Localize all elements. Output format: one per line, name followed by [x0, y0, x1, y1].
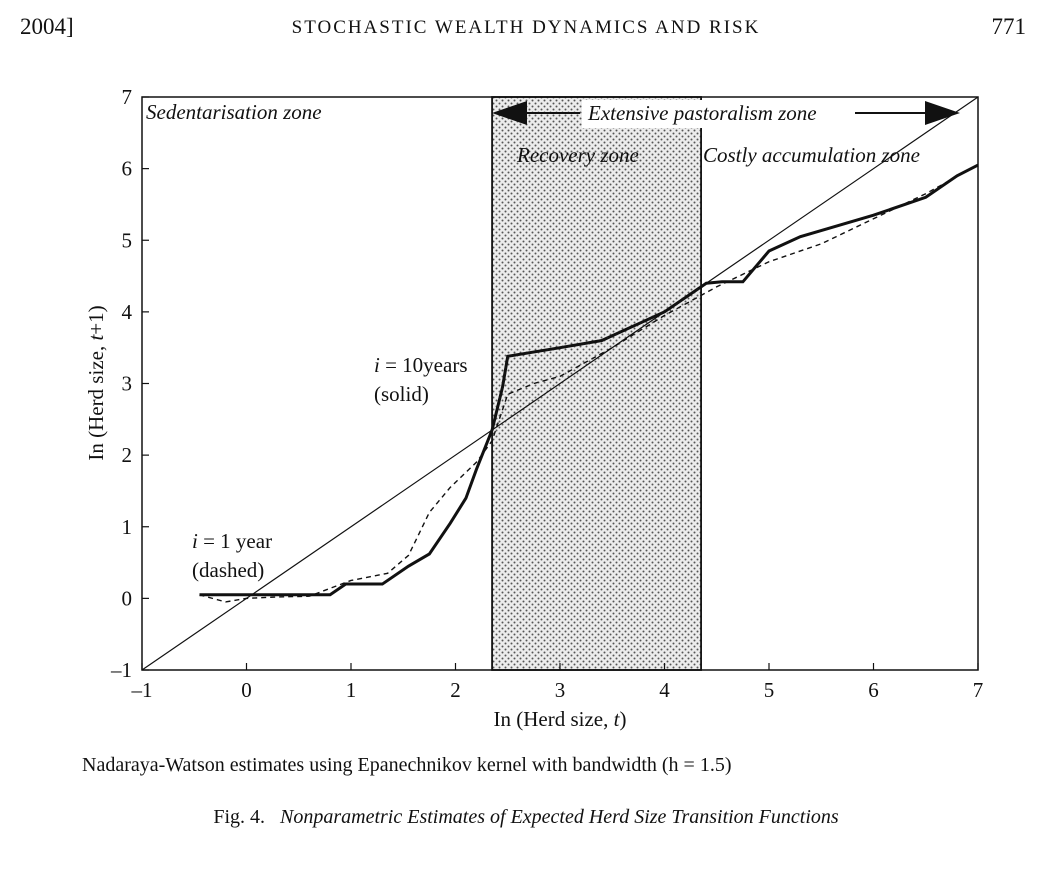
- y-tick-label: 2: [122, 443, 133, 467]
- x-tick-label: 4: [659, 678, 670, 702]
- x-axis-label: In (Herd size, t): [494, 707, 627, 731]
- extensive-arrow-left-head: [492, 101, 527, 125]
- zone-label-recovery: Recovery zone: [516, 143, 639, 167]
- y-axis-label: In (Herd size, t+1): [84, 305, 108, 460]
- zone-label-extensive: Extensive pastoralism zone: [587, 101, 817, 125]
- x-tick-label: 3: [555, 678, 566, 702]
- estimation-note: Nadaraya-Watson estimates using Epanechn…: [82, 754, 732, 776]
- annotation-dashed-line2: (dashed): [192, 558, 264, 582]
- x-tick-label: 6: [868, 678, 879, 702]
- header-title: STOCHASTIC WEALTH DYNAMICS AND RISK: [291, 17, 761, 38]
- herd-size-chart: –1 0 1 2 3 4 5 6 7 –1 0 1 2 3 4 5 6 7 Sedentarisation zo…: [84, 85, 984, 731]
- y-tick-label: 5: [122, 228, 133, 252]
- x-axis-ticks: –1 0 1 2 3 4 5 6 7: [131, 663, 984, 702]
- header-year: 2004]: [20, 14, 74, 39]
- y-tick-label: –1: [110, 658, 132, 682]
- extensive-arrow-right-head: [925, 101, 960, 125]
- x-tick-label: 5: [764, 678, 775, 702]
- series-solid-10-years: [199, 163, 979, 597]
- zone-label-costly: Costly accumulation zone: [703, 143, 920, 167]
- x-tick-label: 7: [973, 678, 984, 702]
- y-axis-ticks: –1 0 1 2 3 4 5 6 7: [110, 85, 149, 682]
- x-tick-label: 0: [241, 678, 252, 702]
- y-tick-label: 4: [122, 300, 133, 324]
- y-tick-label: 1: [122, 515, 133, 539]
- figure-caption: Fig. 4. Nonparametric Estimates of Expec…: [213, 806, 839, 828]
- y-tick-label: 7: [122, 85, 133, 109]
- y-tick-label: 6: [122, 157, 133, 181]
- forty-five-degree-line: [141, 96, 979, 671]
- page-number: 771: [991, 14, 1027, 39]
- y-tick-label: 0: [122, 586, 133, 610]
- recovery-zone-shading: [491, 96, 702, 671]
- x-tick-label: 2: [450, 678, 461, 702]
- series-dashed-1-year: [199, 164, 979, 603]
- x-tick-label: 1: [346, 678, 357, 702]
- annotation-dashed-line1: i = 1 year: [192, 529, 272, 553]
- annotation-solid-line2: (solid): [374, 382, 429, 406]
- zone-label-sedentarisation: Sedentarisation zone: [146, 100, 322, 124]
- annotation-solid-line1: i = 10years: [374, 353, 468, 377]
- extensive-label-background: [582, 100, 850, 128]
- x-tick-label: –1: [131, 678, 153, 702]
- y-tick-label: 3: [122, 372, 133, 396]
